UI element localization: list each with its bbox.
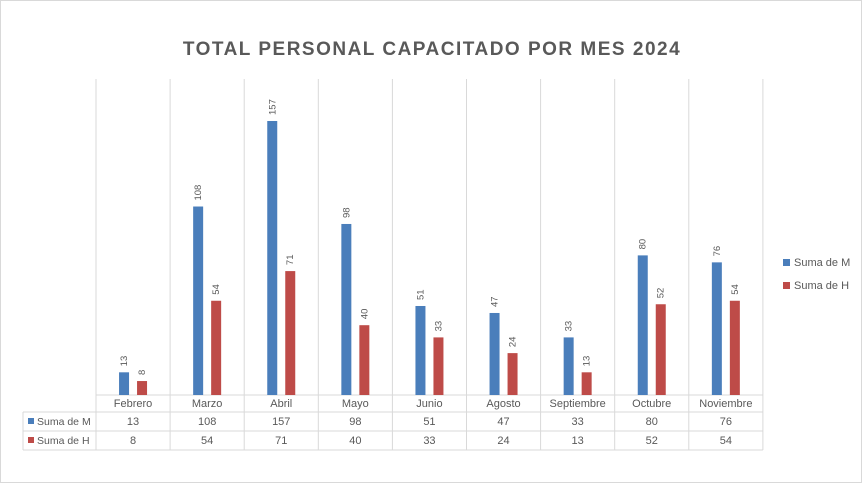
- data-label-suma-de-m-noviembre: 76: [712, 246, 723, 257]
- legend-swatch-m: [783, 259, 790, 266]
- bar-suma-de-m-agosto: [489, 312, 500, 395]
- x-tick-label-junio: Junio: [416, 398, 442, 410]
- table-cell-suma-de-h-mayo: 40: [349, 435, 361, 447]
- chart-title: TOTAL PERSONAL CAPACITADO POR MES 2024: [182, 39, 682, 60]
- data-label-suma-de-m-abril: 157: [267, 99, 278, 115]
- data-label-suma-de-h-abril: 71: [285, 255, 296, 266]
- table-key-suma-de-h: [28, 437, 34, 443]
- table-cell-suma-de-h-septiembre: 13: [572, 435, 584, 447]
- bar-suma-de-m-mayo: [341, 223, 352, 395]
- table-cell-suma-de-m-abril: 157: [272, 416, 290, 428]
- x-tick-label-marzo: Marzo: [192, 398, 223, 410]
- data-label-suma-de-m-marzo: 108: [193, 185, 204, 201]
- x-tick-label-mayo: Mayo: [342, 398, 369, 410]
- table-cell-suma-de-h-febrero: 8: [130, 435, 136, 447]
- bar-suma-de-m-septiembre: [563, 337, 574, 395]
- data-label-suma-de-h-agosto: 24: [508, 337, 519, 348]
- legend-label-m: Suma de M: [794, 256, 851, 269]
- bar-suma-de-h-octubre: [655, 304, 666, 395]
- data-label-suma-de-h-febrero: 8: [137, 370, 148, 375]
- x-tick-label-octubre: Octubre: [632, 398, 671, 410]
- x-tick-label-agosto: Agosto: [486, 398, 520, 410]
- bar-suma-de-h-abril: [285, 271, 296, 395]
- table-cell-suma-de-m-mayo: 98: [349, 416, 361, 428]
- table-cell-suma-de-m-noviembre: 76: [720, 416, 732, 428]
- table-row-label-suma-de-m: Suma de M: [37, 416, 91, 428]
- data-label-suma-de-m-junio: 51: [415, 289, 426, 300]
- table-cell-suma-de-h-marzo: 54: [201, 435, 213, 447]
- bar-suma-de-m-abril: [267, 121, 278, 395]
- x-tick-label-febrero: Febrero: [114, 398, 153, 410]
- x-tick-label-noviembre: Noviembre: [699, 398, 752, 410]
- legend: Suma de M Suma de H: [783, 251, 850, 297]
- bar-suma-de-h-mayo: [359, 325, 370, 395]
- bar-suma-de-h-marzo: [211, 300, 222, 395]
- x-tick-label-septiembre: Septiembre: [550, 398, 606, 410]
- bar-suma-de-h-junio: [433, 337, 444, 395]
- table-cell-suma-de-m-junio: 51: [423, 416, 435, 428]
- bar-suma-de-h-agosto: [507, 353, 518, 395]
- data-label-suma-de-h-mayo: 40: [359, 309, 370, 320]
- data-label-suma-de-h-octubre: 52: [656, 288, 667, 299]
- table-cell-suma-de-h-octubre: 52: [646, 435, 658, 447]
- table-cell-suma-de-h-junio: 33: [423, 435, 435, 447]
- data-label-suma-de-m-agosto: 47: [490, 296, 501, 307]
- bar-suma-de-m-marzo: [193, 206, 204, 395]
- table-cell-suma-de-m-octubre: 80: [646, 416, 658, 428]
- bar-suma-de-m-noviembre: [711, 262, 722, 395]
- data-label-suma-de-h-junio: 33: [433, 321, 444, 332]
- bar-suma-de-m-octubre: [637, 255, 648, 395]
- table-cell-suma-de-m-marzo: 108: [198, 416, 216, 428]
- table-cell-suma-de-h-agosto: 24: [497, 435, 509, 447]
- data-label-suma-de-h-noviembre: 54: [730, 284, 741, 295]
- x-tick-label-abril: Abril: [270, 398, 292, 410]
- bar-suma-de-m-febrero: [119, 372, 130, 395]
- table-cell-suma-de-m-agosto: 47: [497, 416, 509, 428]
- bar-suma-de-h-febrero: [137, 381, 148, 395]
- data-label-suma-de-h-marzo: 54: [211, 284, 222, 295]
- data-label-suma-de-m-octubre: 80: [638, 239, 649, 250]
- bar-suma-de-h-noviembre: [729, 300, 740, 395]
- data-label-suma-de-m-septiembre: 33: [564, 321, 575, 332]
- bar-suma-de-m-junio: [415, 305, 426, 395]
- legend-item-m: Suma de M: [783, 251, 850, 274]
- table-cell-suma-de-m-septiembre: 33: [572, 416, 584, 428]
- table-cell-suma-de-h-noviembre: 54: [720, 435, 732, 447]
- table-row-label-suma-de-h: Suma de H: [37, 435, 90, 447]
- table-cell-suma-de-m-febrero: 13: [127, 416, 139, 428]
- legend-item-h: Suma de H: [783, 274, 850, 297]
- bar-suma-de-h-septiembre: [581, 372, 592, 395]
- data-label-suma-de-h-septiembre: 13: [582, 356, 593, 367]
- legend-swatch-h: [783, 282, 790, 289]
- data-label-suma-de-m-febrero: 13: [119, 356, 130, 367]
- data-label-suma-de-m-mayo: 98: [341, 207, 352, 218]
- table-cell-suma-de-h-abril: 71: [275, 435, 287, 447]
- table-key-suma-de-m: [28, 418, 34, 424]
- legend-label-h: Suma de H: [794, 279, 850, 292]
